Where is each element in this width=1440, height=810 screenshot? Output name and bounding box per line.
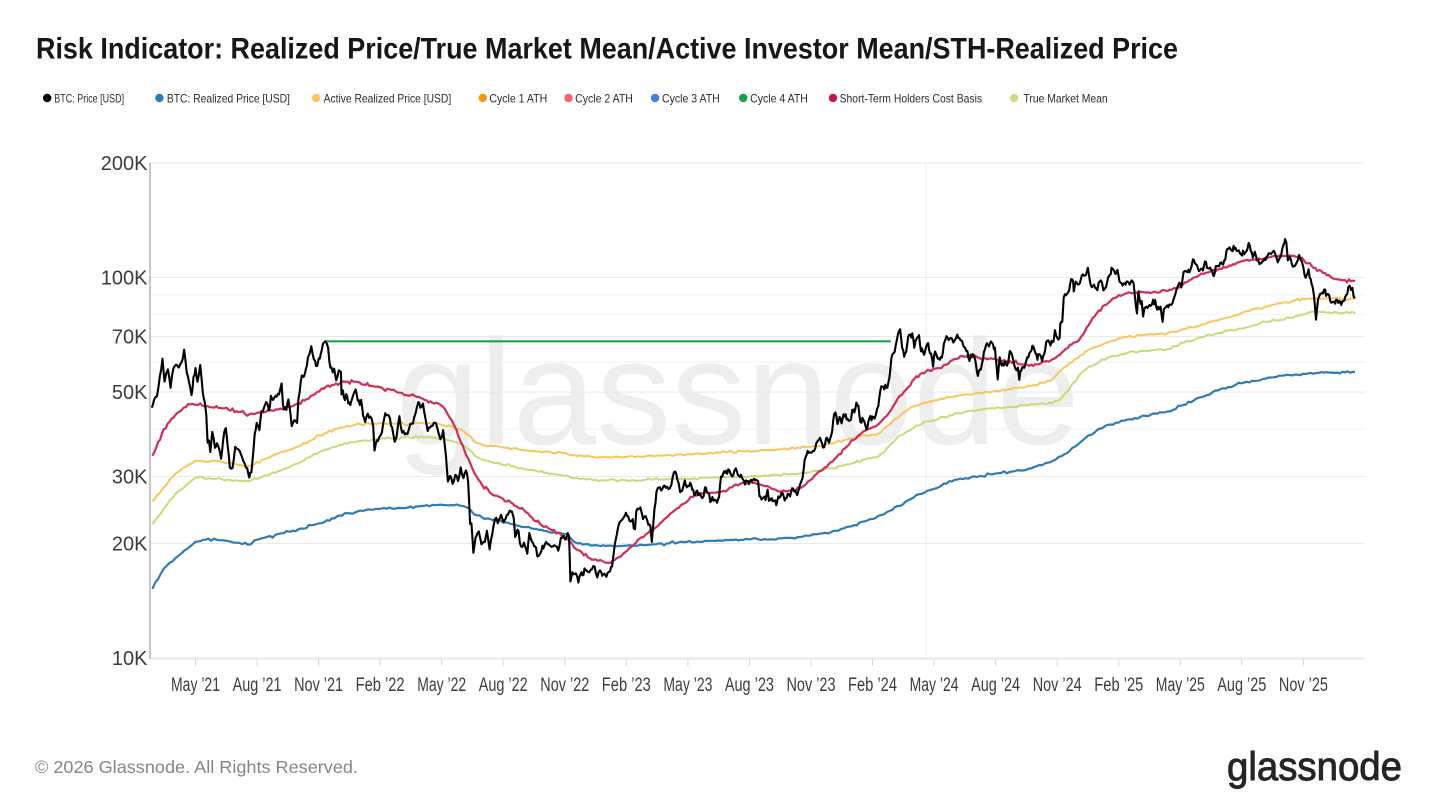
svg-text:Cycle 2 ATH: Cycle 2 ATH (575, 92, 633, 106)
svg-text:True Market Mean: True Market Mean (1024, 92, 1108, 106)
svg-text:Feb ’22: Feb ’22 (356, 675, 405, 696)
svg-text:Short-Term Holders Cost Basis: Short-Term Holders Cost Basis (840, 92, 983, 106)
svg-text:Aug ’24: Aug ’24 (971, 675, 1020, 696)
svg-text:Nov ’25: Nov ’25 (1279, 675, 1328, 696)
svg-text:Aug ’25: Aug ’25 (1217, 675, 1266, 696)
svg-text:200K: 200K (101, 153, 148, 175)
svg-text:May ’21: May ’21 (171, 675, 220, 696)
svg-text:Aug ’22: Aug ’22 (479, 675, 528, 696)
svg-text:Active Realized Price [USD]: Active Realized Price [USD] (324, 92, 452, 106)
svg-text:30K: 30K (112, 467, 148, 489)
svg-text:Feb ’25: Feb ’25 (1094, 675, 1143, 696)
svg-text:glassnode: glassnode (1227, 745, 1402, 789)
svg-text:May ’25: May ’25 (1156, 675, 1205, 696)
svg-text:BTC: Realized Price [USD]: BTC: Realized Price [USD] (167, 92, 290, 106)
svg-text:100K: 100K (101, 268, 148, 290)
svg-text:Nov ’23: Nov ’23 (787, 675, 836, 696)
svg-text:Cycle 4 ATH: Cycle 4 ATH (750, 92, 808, 106)
svg-text:Aug ’23: Aug ’23 (725, 675, 774, 696)
svg-text:Feb ’24: Feb ’24 (848, 675, 897, 696)
svg-text:70K: 70K (112, 327, 148, 349)
svg-text:Feb ’23: Feb ’23 (602, 675, 651, 696)
svg-text:May ’24: May ’24 (910, 675, 959, 696)
svg-text:Nov ’22: Nov ’22 (540, 675, 589, 696)
svg-text:Nov ’24: Nov ’24 (1033, 675, 1082, 696)
svg-text:20K: 20K (112, 534, 148, 556)
svg-text:May ’22: May ’22 (417, 675, 466, 696)
svg-text:Aug ’21: Aug ’21 (233, 675, 282, 696)
svg-text:Cycle 3 ATH: Cycle 3 ATH (662, 92, 720, 106)
svg-text:10K: 10K (112, 648, 148, 670)
svg-text:BTC: Price [USD]: BTC: Price [USD] (54, 92, 124, 106)
svg-text:Cycle 1 ATH: Cycle 1 ATH (489, 92, 547, 106)
svg-text:© 2026 Glassnode. All Rights R: © 2026 Glassnode. All Rights Reserved. (35, 757, 358, 777)
svg-text:May ’23: May ’23 (663, 675, 712, 696)
svg-text:50K: 50K (112, 382, 148, 404)
svg-text:Nov ’21: Nov ’21 (294, 675, 343, 696)
svg-text:Risk Indicator: Realized Price: Risk Indicator: Realized Price/True Mark… (36, 33, 1178, 66)
